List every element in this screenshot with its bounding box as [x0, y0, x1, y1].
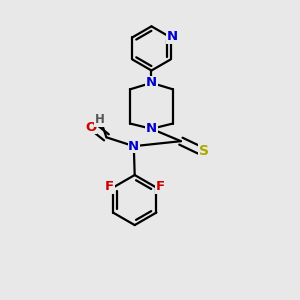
Text: H: H	[95, 113, 105, 126]
Text: N: N	[128, 140, 140, 153]
Text: N: N	[146, 122, 157, 135]
Text: S: S	[199, 144, 208, 158]
Text: F: F	[155, 181, 164, 194]
Text: N: N	[167, 30, 178, 43]
Text: F: F	[105, 181, 114, 194]
Text: N: N	[167, 30, 178, 43]
Text: N: N	[146, 122, 157, 135]
Text: N: N	[146, 76, 157, 89]
Text: O: O	[85, 121, 97, 134]
Text: N: N	[146, 76, 157, 89]
